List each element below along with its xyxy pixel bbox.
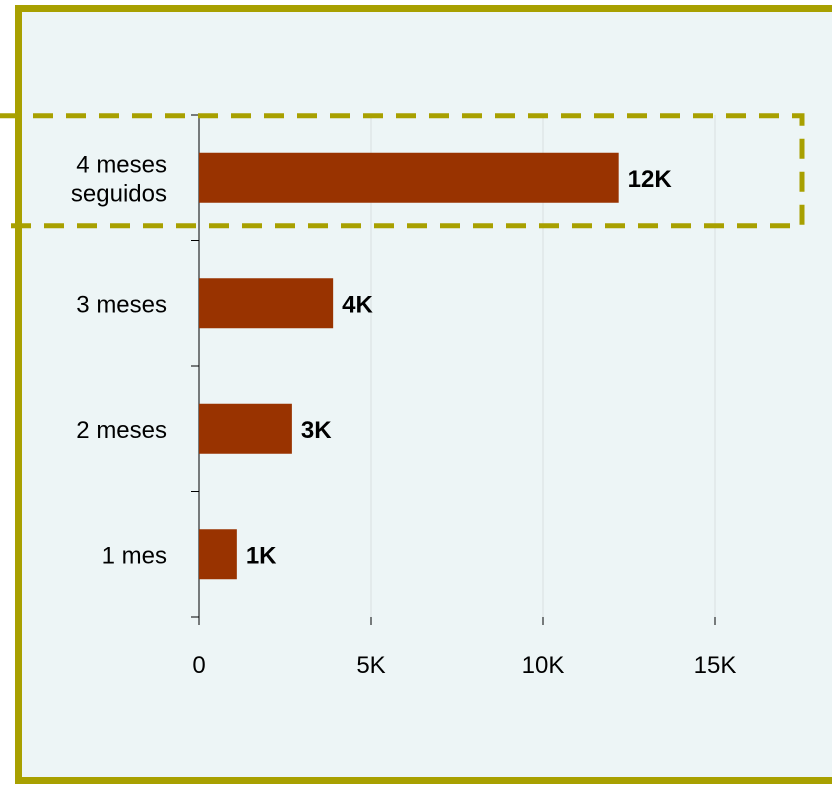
category-label-line: 1 mes: [102, 542, 167, 569]
category-label: 3 meses: [76, 291, 167, 318]
bar: [199, 529, 237, 580]
category-label-line: 2 meses: [76, 417, 167, 444]
data-label: 12K: [628, 166, 673, 193]
data-label: 4K: [342, 291, 373, 318]
x-tick-label: 5K: [356, 652, 385, 679]
bar: [199, 152, 619, 203]
chart-frame: [15, 5, 832, 784]
category-label-line: seguidos: [71, 180, 167, 207]
data-label: 1K: [246, 542, 277, 569]
bar: [199, 403, 292, 454]
category-label: 2 meses: [76, 417, 167, 444]
highlight-box: [0, 113, 805, 229]
category-label-line: 3 meses: [76, 291, 167, 318]
category-label-line: 4 meses: [76, 151, 167, 178]
x-tick-label: 15K: [694, 652, 737, 679]
data-label: 3K: [301, 417, 332, 444]
x-tick-label: 0: [192, 652, 205, 679]
category-label: 4 meses seguidos: [71, 151, 167, 207]
x-tick-label: 10K: [522, 652, 565, 679]
category-label: 1 mes: [102, 542, 167, 569]
bar: [199, 278, 334, 329]
